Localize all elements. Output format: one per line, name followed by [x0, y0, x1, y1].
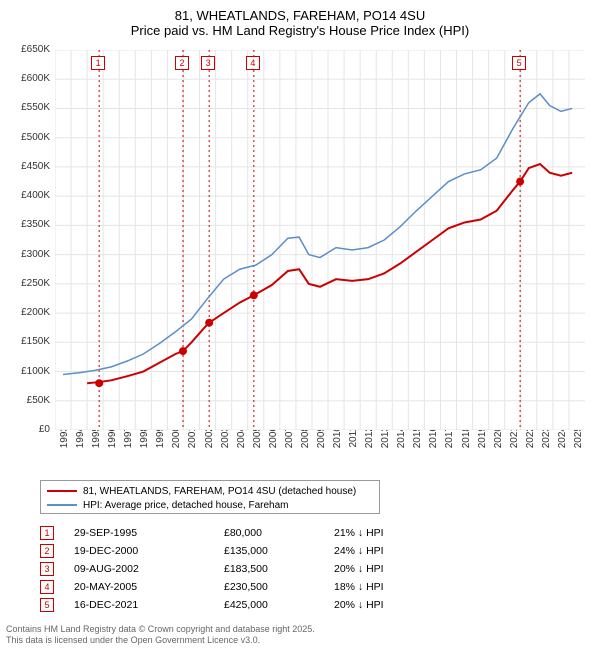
- x-tick-label: 1995: [91, 426, 102, 466]
- y-tick-label: £200K: [0, 307, 50, 318]
- chart-svg: [55, 50, 585, 430]
- chart-title-block: 81, WHEATLANDS, FAREHAM, PO14 4SU Price …: [0, 0, 600, 38]
- table-price: £80,000: [224, 527, 334, 539]
- legend-swatch-hpi: [47, 504, 77, 506]
- x-tick-label: 2018: [461, 426, 472, 466]
- y-tick-label: £250K: [0, 278, 50, 289]
- x-tick-label: 2016: [428, 426, 439, 466]
- sale-marker-3: 3: [201, 56, 215, 70]
- x-tick-label: 1993: [59, 426, 70, 466]
- sale-marker-4: 4: [246, 56, 260, 70]
- table-row: 2 19-DEC-2000£135,00024% ↓ HPI: [40, 542, 560, 560]
- x-tick-label: 2003: [220, 426, 231, 466]
- x-tick-label: 1999: [155, 426, 166, 466]
- x-tick-label: 2007: [284, 426, 295, 466]
- sales-table: 1 29-SEP-1995£80,00021% ↓ HPI 2 19-DEC-2000…: [40, 524, 560, 614]
- x-tick-label: 2019: [477, 426, 488, 466]
- page-container: 81, WHEATLANDS, FAREHAM, PO14 4SU Price …: [0, 0, 600, 650]
- x-tick-label: 2002: [204, 426, 215, 466]
- x-tick-label: 2013: [380, 426, 391, 466]
- y-tick-label: £450K: [0, 161, 50, 172]
- table-marker: 5: [40, 598, 54, 612]
- table-pct: 20% ↓ HPI: [334, 599, 464, 611]
- table-row: 1 29-SEP-1995£80,00021% ↓ HPI: [40, 524, 560, 542]
- legend-label-hpi: HPI: Average price, detached house, Fare…: [83, 500, 289, 511]
- x-tick-label: 2008: [300, 426, 311, 466]
- x-tick-label: 2012: [364, 426, 375, 466]
- chart-title-line2: Price paid vs. HM Land Registry's House …: [0, 23, 600, 38]
- table-price: £230,500: [224, 581, 334, 593]
- x-tick-label: 2021: [509, 426, 520, 466]
- table-marker: 3: [40, 562, 54, 576]
- x-tick-label: 1994: [75, 426, 86, 466]
- legend-row-property: 81, WHEATLANDS, FAREHAM, PO14 4SU (detac…: [47, 484, 373, 498]
- y-tick-label: £350K: [0, 219, 50, 230]
- y-tick-label: £0: [0, 424, 50, 435]
- sale-marker-1: 1: [91, 56, 105, 70]
- chart-title-line1: 81, WHEATLANDS, FAREHAM, PO14 4SU: [0, 8, 600, 23]
- table-marker: 4: [40, 580, 54, 594]
- x-tick-label: 2009: [316, 426, 327, 466]
- legend-box: 81, WHEATLANDS, FAREHAM, PO14 4SU (detac…: [40, 480, 380, 514]
- table-date: 09-AUG-2002: [74, 563, 224, 575]
- table-row: 3 09-AUG-2002£183,50020% ↓ HPI: [40, 560, 560, 578]
- x-tick-label: 2020: [493, 426, 504, 466]
- x-tick-label: 2000: [171, 426, 182, 466]
- attribution-line2: This data is licensed under the Open Gov…: [6, 635, 315, 646]
- x-tick-label: 2004: [236, 426, 247, 466]
- table-date: 29-SEP-1995: [74, 527, 224, 539]
- attribution-line1: Contains HM Land Registry data © Crown c…: [6, 624, 315, 635]
- x-tick-label: 2023: [541, 426, 552, 466]
- y-tick-label: £50K: [0, 395, 50, 406]
- y-tick-label: £400K: [0, 190, 50, 201]
- y-tick-label: £650K: [0, 44, 50, 55]
- table-row: 4 20-MAY-2005£230,50018% ↓ HPI: [40, 578, 560, 596]
- y-tick-label: £150K: [0, 336, 50, 347]
- x-tick-label: 1996: [107, 426, 118, 466]
- y-tick-label: £500K: [0, 132, 50, 143]
- x-tick-label: 2017: [444, 426, 455, 466]
- y-tick-label: £300K: [0, 249, 50, 260]
- x-tick-label: 2015: [412, 426, 423, 466]
- x-tick-label: 2022: [525, 426, 536, 466]
- table-price: £183,500: [224, 563, 334, 575]
- x-tick-label: 2025: [573, 426, 584, 466]
- chart-area: [55, 50, 585, 430]
- table-pct: 18% ↓ HPI: [334, 581, 464, 593]
- x-tick-label: 2010: [332, 426, 343, 466]
- legend-row-hpi: HPI: Average price, detached house, Fare…: [47, 498, 373, 512]
- sale-marker-5: 5: [512, 56, 526, 70]
- x-tick-label: 2024: [557, 426, 568, 466]
- legend-swatch-property: [47, 490, 77, 492]
- attribution-text: Contains HM Land Registry data © Crown c…: [6, 624, 315, 646]
- table-date: 19-DEC-2000: [74, 545, 224, 557]
- legend-label-property: 81, WHEATLANDS, FAREHAM, PO14 4SU (detac…: [83, 486, 356, 497]
- table-marker: 1: [40, 526, 54, 540]
- y-tick-label: £550K: [0, 102, 50, 113]
- x-tick-label: 2014: [396, 426, 407, 466]
- table-pct: 20% ↓ HPI: [334, 563, 464, 575]
- table-pct: 21% ↓ HPI: [334, 527, 464, 539]
- sale-marker-2: 2: [175, 56, 189, 70]
- table-price: £135,000: [224, 545, 334, 557]
- table-pct: 24% ↓ HPI: [334, 545, 464, 557]
- y-tick-label: £100K: [0, 366, 50, 377]
- table-row: 5 16-DEC-2021£425,00020% ↓ HPI: [40, 596, 560, 614]
- table-price: £425,000: [224, 599, 334, 611]
- x-tick-label: 2001: [187, 426, 198, 466]
- table-date: 20-MAY-2005: [74, 581, 224, 593]
- x-tick-label: 2006: [268, 426, 279, 466]
- x-tick-label: 2011: [348, 426, 359, 466]
- y-tick-label: £600K: [0, 73, 50, 84]
- x-tick-label: 1998: [139, 426, 150, 466]
- table-date: 16-DEC-2021: [74, 599, 224, 611]
- table-marker: 2: [40, 544, 54, 558]
- x-tick-label: 1997: [123, 426, 134, 466]
- x-tick-label: 2005: [252, 426, 263, 466]
